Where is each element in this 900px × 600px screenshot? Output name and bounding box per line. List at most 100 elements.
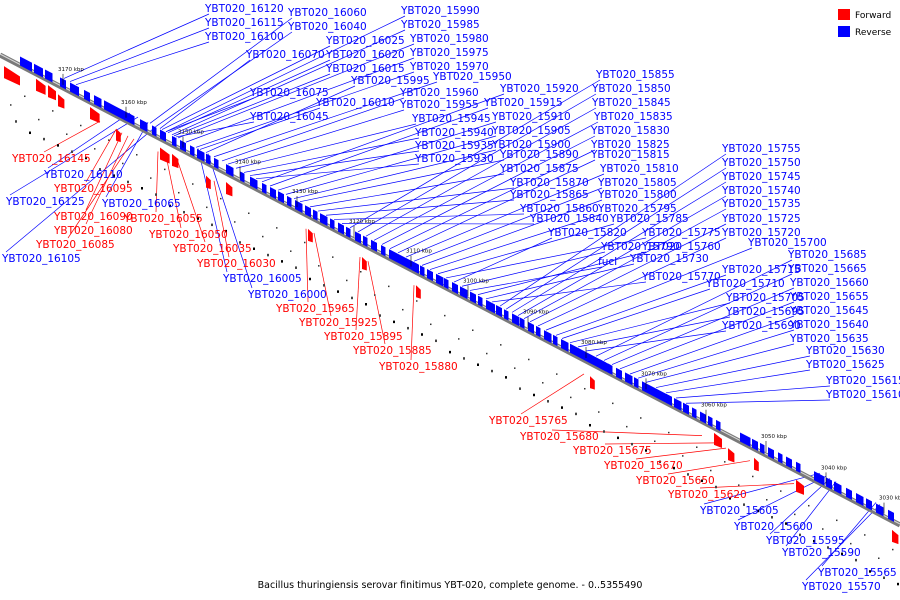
reverse-callout-line (665, 369, 811, 394)
track-dot (141, 187, 143, 190)
track-dot (589, 423, 591, 427)
reverse-gene-label: YBT020_15745 (721, 171, 801, 183)
forward-gene-arrow (416, 285, 421, 299)
reverse-gene-label: YBT020_15660 (789, 277, 869, 289)
reverse-gene-label: YBT020_15950 (432, 71, 512, 83)
reverse-gene-arrow (625, 372, 633, 386)
reverse-callout-line (413, 187, 603, 262)
reverse-gene-label: YBT020_16115 (204, 17, 284, 29)
reverse-gene-arrow (536, 325, 541, 338)
reverse-callout-line (389, 149, 596, 249)
reverse-gene-arrow (371, 239, 377, 252)
reverse-gene-label: YBT020_15985 (400, 19, 480, 31)
reverse-callout-line (5, 126, 157, 253)
forward-gene-arrow (226, 182, 233, 197)
forward-gene-arrow (728, 448, 735, 463)
reverse-gene-arrow (866, 498, 872, 511)
reverse-gene-label: YBT020_15805 (597, 177, 677, 189)
track-dot (617, 436, 619, 440)
reverse-gene-label: YBT020_15635 (789, 333, 869, 345)
reverse-gene-label: YBT020_15835 (593, 111, 673, 123)
track-dot (547, 400, 549, 403)
track-dot (155, 193, 157, 196)
track-dot (822, 528, 824, 530)
reverse-callout-line (349, 79, 601, 229)
track-dot (528, 358, 530, 361)
reverse-callout-line (213, 81, 438, 158)
reverse-gene-label: YBT020_15605 (699, 505, 779, 517)
track-dot (262, 235, 264, 238)
track-dot (211, 223, 213, 227)
track-dot (514, 367, 516, 369)
reverse-gene-label: YBT020_15740 (721, 185, 801, 197)
reverse-gene-label: YBT020_15610 (825, 389, 900, 401)
reverse-gene-label: YBT020_15770 (641, 271, 721, 283)
track-dot (883, 576, 885, 580)
track-dot (253, 247, 255, 251)
forward-gene-label: YBT020_15650 (635, 475, 715, 487)
reverse-gene-arrow (888, 509, 894, 522)
reverse-gene-arrow (496, 305, 502, 318)
forward-gene-arrow (58, 94, 65, 109)
reverse-gene-arrow (338, 222, 344, 235)
reverse-gene-arrow (160, 129, 166, 142)
track-dot (239, 241, 241, 244)
forward-callout-line (213, 180, 230, 258)
forward-gene-arrow (754, 457, 759, 472)
reverse-gene-arrow (700, 411, 706, 424)
reverse-callout-line (173, 73, 331, 137)
reverse-gene-label: YBT020_15705 (725, 292, 805, 304)
forward-gene-arrow (206, 175, 211, 190)
reverse-gene-arrow (346, 226, 351, 239)
reverse-callout-line (171, 29, 406, 136)
reverse-gene-label: YBT020_15900 (491, 139, 571, 151)
reverse-gene-arrow (45, 69, 53, 83)
reverse-callout-line (75, 41, 210, 86)
reverse-gene-arrow (478, 295, 483, 307)
reverse-callout-line (675, 385, 831, 399)
reverse-gene-label: YBT020_15825 (590, 139, 670, 151)
reverse-gene-label: YBT020_15630 (805, 345, 885, 357)
track-dot (892, 548, 894, 551)
reverse-gene-arrow (152, 125, 157, 137)
reverse-callout-line (785, 481, 837, 547)
reverse-callout-line (685, 399, 831, 404)
forward-gene-label: YBT020_16050 (148, 229, 228, 241)
track-dot (785, 522, 787, 525)
track-dot (673, 466, 675, 470)
kbp-tick-label: 3060 kbp (701, 403, 727, 409)
reverse-gene-label: YBT020_15645 (789, 305, 869, 317)
reverse-gene-arrow (130, 113, 135, 126)
reverse-gene-label: YBT020_15990 (400, 5, 480, 17)
reverse-gene-label: YBT020_16065 (101, 198, 181, 210)
reverse-gene-label: YBT020_15735 (721, 198, 801, 210)
reverse-gene-label: YBT020_15695 (725, 306, 805, 318)
track-dot (295, 266, 297, 269)
forward-callout-line (313, 232, 332, 317)
reverse-callout-line (821, 502, 877, 567)
forward-callout-lines (43, 120, 795, 489)
track-dot (463, 357, 465, 360)
legend-reverse-swatch (838, 26, 850, 37)
kbp-tick-label: 3050 kbp (761, 434, 787, 440)
forward-gene-arrow (590, 376, 595, 390)
reverse-callout-line (655, 355, 811, 388)
reverse-gene-label: YBT020_15665 (787, 263, 867, 275)
forward-callout-line (410, 285, 415, 361)
forward-callout-line (177, 161, 206, 243)
forward-gene-label: YBT020_16090 (53, 211, 133, 223)
forward-gene-label: YBT020_15765 (488, 415, 568, 427)
reverse-gene-arrow (561, 338, 569, 352)
forward-gene-label: YBT020_16095 (53, 183, 133, 195)
legend-forward-label: Forward (855, 11, 891, 21)
reverse-gene-label: YBT020_15890 (499, 149, 579, 161)
forward-callout-line (355, 256, 361, 331)
reverse-callout-line (619, 301, 795, 370)
reverse-gene-label: YBT020_16020 (325, 49, 405, 61)
track-dot (248, 212, 250, 215)
track-dot (15, 120, 17, 123)
track-dot (752, 475, 754, 478)
forward-callout-line (551, 429, 703, 436)
reverse-callout-line (421, 199, 603, 266)
track-dot (29, 131, 31, 135)
